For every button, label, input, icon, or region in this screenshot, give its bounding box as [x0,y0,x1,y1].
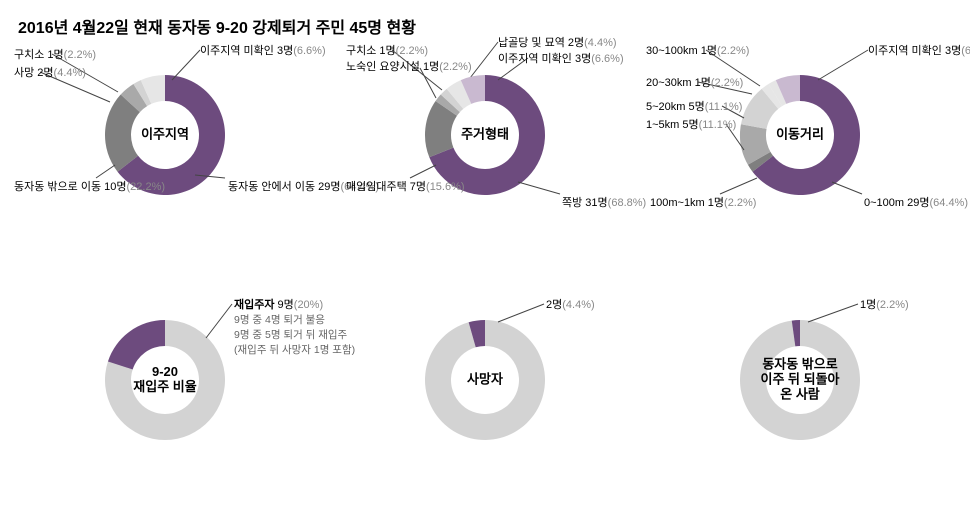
slice-note: 9명 중 4명 퇴거 불응9명 중 5명 퇴거 뒤 재입주(재입주 뒤 사망자 … [234,313,355,359]
donut-center-label: 주거형태 [461,126,509,141]
slice-label: 2명(4.4%) [546,298,595,313]
leader-line [470,42,498,78]
slice-label: 쪽방 31명(68.8%) [562,196,646,211]
slice-label: 구치소 1명(2.2%) [346,44,428,59]
donut-center-label: 온 사람 [780,386,820,401]
slice-label: 납골당 및 묘역 2명(4.4%) [498,36,617,51]
donut-center-label: 이주 뒤 되돌아 [761,371,840,386]
leader-line [720,178,757,194]
slice-label: 30~100km 1명(2.2%) [646,44,749,59]
donut-center-label: 이주지역 [141,126,189,141]
leader-line [832,182,862,194]
slice-label: 이주지역 미확인 3명(6.6%) [868,44,970,59]
slice-label: 1명(2.2%) [860,298,909,313]
leader-line [96,165,115,178]
donut-slice [108,320,165,369]
slice-label: 매입임대주택 7명(15.6%) [346,180,465,195]
slice-label: 100m~1km 1명(2.2%) [650,196,756,211]
donut-center-label: 동자동 밖으로 [762,356,837,371]
slice-label: 구치소 1명(2.2%) [14,48,96,63]
donut-center-label: 이동거리 [776,126,824,141]
slice-label: 0~100m 29명(64.4%) [864,196,968,211]
donut-center-label: 사망자 [467,371,503,386]
leader-line [172,50,200,80]
slice-label: 동자동 밖으로 이동 10명(22.2%) [14,180,165,195]
leader-line [818,50,868,80]
slice-label: 사망 2명(4.4%) [14,66,86,81]
donut-center-label: 9-20 [152,364,178,379]
slice-label: 5~20km 5명(11.1%) [646,100,742,115]
leader-line [518,182,560,194]
slice-label: 재입주자 9명(20%)9명 중 4명 퇴거 불응9명 중 5명 퇴거 뒤 재입… [234,298,355,359]
slice-label: 1~5km 5명(11.1%) [646,118,736,133]
leader-line [410,165,436,178]
leader-line [498,304,544,322]
leader-line [808,304,858,322]
slice-label: 20~30km 1명(2.2%) [646,76,743,91]
leader-line [206,304,232,338]
slice-label: 이주지역 미확인 3명(6.6%) [498,52,624,67]
slice-label: 이주지역 미확인 3명(6.6%) [200,44,326,59]
donut-center-label: 재입주 비율 [133,379,196,394]
slice-label: 노숙인 요양시설 1명(2.2%) [346,60,472,75]
